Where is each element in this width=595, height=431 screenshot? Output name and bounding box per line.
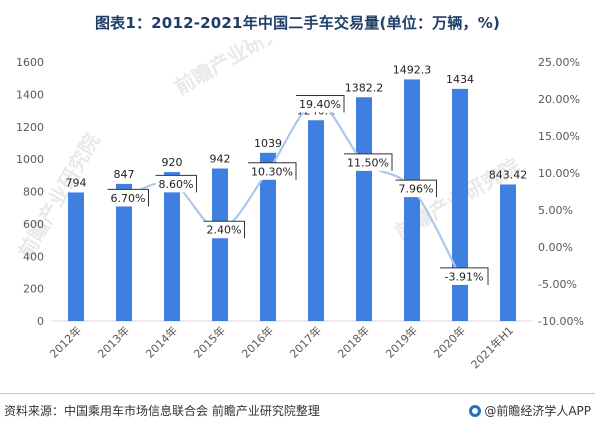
source-note: 资料来源：中国乘用车市场信息联合会 前瞻产业研究院整理 (4, 404, 320, 418)
growth-rate-label-bracket (440, 267, 489, 285)
brand-credit: @前瞻经济学人APP (469, 402, 591, 419)
growth-rate-label-box (203, 221, 245, 239)
growth-rate-label-box (155, 175, 197, 193)
y-right-tick-label: -10.00% (538, 315, 584, 328)
bar-value-label: 1492.3 (393, 63, 432, 76)
chart-area: 前瞻产业研究院前瞻产业研究院前瞻产业研究院0200400600800100012… (0, 9, 595, 392)
bar-value-label: 843.42 (489, 168, 528, 181)
footer-divider (0, 393, 595, 394)
y-left-tick-label: 1000 (16, 153, 44, 166)
growth-rate-label-bracket (248, 162, 297, 180)
growth-rate-label: -3.91% (445, 270, 484, 283)
bar-value-label: 920 (162, 156, 183, 169)
y-left-tick-label: 400 (23, 250, 44, 263)
growth-rate-label-box (248, 162, 296, 180)
x-tick-label: 2017年 (287, 323, 324, 360)
growth-rate-label-box (344, 153, 392, 171)
bar (404, 79, 420, 322)
y-left-tick-label: 200 (23, 283, 44, 296)
bar (500, 184, 516, 321)
y-right-tick-label: 25.00% (538, 56, 580, 69)
bar (452, 88, 468, 321)
y-left-tick-label: 1600 (16, 56, 44, 69)
x-tick-label: 2019年 (383, 323, 420, 360)
bar (116, 183, 132, 321)
bar (68, 192, 84, 321)
growth-rate-label-bracket (296, 94, 345, 113)
bar (164, 172, 180, 321)
x-tick-label: 2013年 (95, 323, 132, 360)
x-tick-label: 2018年 (335, 323, 372, 360)
y-right-tick-label: 5.00% (538, 204, 573, 217)
bar-value-label: 1039 (254, 137, 282, 150)
growth-rate-label-box (107, 189, 149, 207)
growth-rate-label-bracket (203, 220, 245, 239)
bar (308, 120, 324, 321)
growth-rate-label: 10.30% (251, 165, 293, 178)
growth-rate-label: 2.40% (207, 224, 242, 237)
growth-rate-label: 11.50% (347, 156, 389, 169)
x-tick-label: 2016年 (239, 323, 276, 360)
bar-value-label: 942 (210, 153, 231, 166)
y-right-tick-label: 10.00% (538, 167, 580, 180)
growth-rate-label-bracket (344, 153, 393, 171)
y-left-tick-label: 0 (37, 315, 44, 328)
bar (212, 168, 228, 321)
y-right-tick-label: 20.00% (538, 93, 580, 106)
bar-value-label: 1434 (446, 73, 474, 86)
y-left-tick-label: 1200 (16, 121, 44, 134)
watermark-text: 前瞻产业研究院 (171, 40, 304, 99)
x-tick-label: 2015年 (191, 323, 228, 360)
y-left-tick-label: 600 (23, 218, 44, 231)
growth-rate-label-box (296, 95, 344, 113)
growth-rate-label: 6.70% (111, 192, 146, 205)
bar-value-label: 847 (114, 168, 135, 181)
brand-logo-icon (469, 404, 482, 417)
y-right-tick-label: 0.00% (538, 241, 573, 254)
y-left-tick-label: 1400 (16, 88, 44, 101)
y-right-tick-label: 15.00% (538, 130, 580, 143)
growth-rate-label-box (395, 180, 437, 198)
growth-rate-label-bracket (107, 188, 149, 207)
bar (260, 152, 276, 321)
chart-title: 图表1：2012-2021年中国二手车交易量(单位：万辆，%) (94, 14, 501, 32)
bar (356, 97, 372, 321)
growth-rate-label-bracket (395, 179, 437, 198)
x-tick-label: 2014年 (143, 323, 180, 360)
bar-value-label: 794 (66, 176, 87, 189)
growth-rate-label-bracket (155, 174, 197, 193)
chart-svg: 前瞻产业研究院前瞻产业研究院前瞻产业研究院0200400600800100012… (14, 9, 584, 372)
y-left-tick-label: 800 (23, 186, 44, 199)
growth-rate-label: 7.96% (399, 183, 434, 196)
brand-label: @前瞻经济学人APP (484, 404, 591, 418)
growth-rate-label-box (440, 267, 488, 285)
growth-rate-label: 19.40% (299, 98, 341, 111)
x-tick-label: 2012年 (47, 323, 84, 360)
x-tick-label: 2020年 (431, 323, 468, 360)
y-right-tick-label: -5.00% (538, 278, 577, 291)
bar-value-label: 1382.2 (345, 81, 384, 94)
x-tick-label: 2021年H1 (468, 323, 516, 371)
growth-rate-label: 8.60% (159, 178, 194, 191)
